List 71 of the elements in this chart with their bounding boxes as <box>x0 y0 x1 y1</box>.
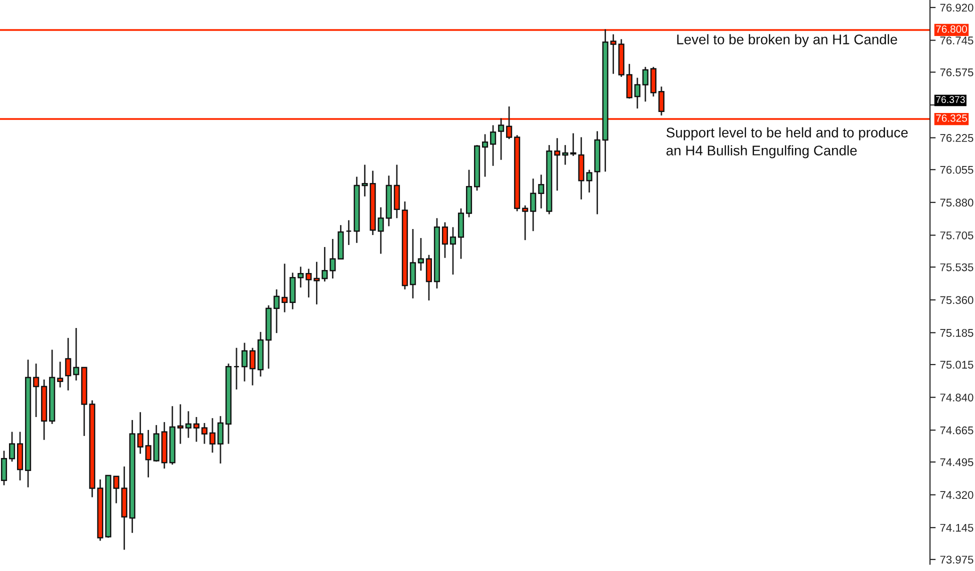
ref-line-label: 76.325 <box>936 114 967 122</box>
candlestick <box>65 337 72 392</box>
candlestick <box>137 411 144 454</box>
candlestick <box>241 342 248 382</box>
candlestick <box>346 220 352 246</box>
candlestick <box>209 417 216 454</box>
candlestick <box>634 77 640 110</box>
candlestick <box>626 63 632 100</box>
y-tick-label: 73.975 <box>940 556 974 564</box>
candlestick <box>73 327 80 382</box>
y-tick-label: 74.495 <box>940 458 974 466</box>
candlestick <box>394 164 400 219</box>
candlestick <box>201 422 208 445</box>
candlestick <box>458 208 464 260</box>
candlestick <box>177 404 184 445</box>
candlestick <box>306 268 312 298</box>
candlestick <box>530 178 536 232</box>
candlestick <box>33 362 40 418</box>
y-tick-label: 74.145 <box>940 524 974 532</box>
y-tick-label: 75.880 <box>940 198 974 207</box>
candlestick <box>217 415 224 464</box>
y-tick-label: 75.705 <box>940 231 974 240</box>
candlestick <box>0 450 8 486</box>
candlestick <box>185 410 192 439</box>
candlestick <box>482 134 488 178</box>
candlestick <box>378 206 384 254</box>
ref-line-label: 76.800 <box>936 25 968 33</box>
candlestick <box>298 266 304 288</box>
y-tick-label: 76.920 <box>940 4 974 12</box>
candlestick <box>498 118 504 161</box>
candlestick <box>250 347 256 386</box>
annotation: Support level to be held and to produce an H4 Bullish Engulfing Candle <box>666 127 908 158</box>
candlestick <box>282 263 288 313</box>
y-tick-label: 76.055 <box>940 166 974 174</box>
y-tick-label: 76.225 <box>940 134 974 142</box>
candlestick <box>426 254 432 302</box>
y-tick-label: 75.535 <box>940 263 974 272</box>
candlestick <box>330 238 336 280</box>
text: 76.373 <box>936 96 965 104</box>
candlestick <box>642 66 648 102</box>
candlestick <box>522 204 528 241</box>
y-tick-label: 75.360 <box>940 296 974 304</box>
y-tick-label: 74.840 <box>940 394 974 402</box>
candlestick <box>410 228 416 300</box>
y-tick-label: 74.665 <box>940 426 974 434</box>
candlestick <box>57 361 64 388</box>
candlestick <box>658 86 664 116</box>
candlestick <box>8 431 16 462</box>
y-tick-label: 75.015 <box>940 360 974 369</box>
y-tick-label: 76.745 <box>940 36 974 44</box>
candlestick <box>233 347 240 390</box>
candlestick <box>193 416 200 442</box>
candlestick <box>650 66 656 98</box>
candlestick <box>442 222 448 259</box>
candlestick <box>610 34 616 75</box>
candlestick <box>145 429 152 478</box>
candlestick <box>322 246 328 282</box>
candlestick <box>490 124 496 167</box>
candlestick <box>538 174 544 210</box>
candlestick <box>314 261 320 306</box>
candlestick <box>418 237 424 272</box>
annotation: Level to be broken by an H1 Candle <box>677 34 898 48</box>
candlestick <box>554 137 560 192</box>
candlestick <box>450 226 456 276</box>
y-tick-label: 75.185 <box>940 328 974 337</box>
candlestick <box>274 288 280 334</box>
y-tick-label: 76.575 <box>940 68 974 76</box>
candlestick <box>562 144 568 166</box>
y-tick-label: 74.320 <box>940 491 974 499</box>
candlestick <box>570 132 576 157</box>
candlestick <box>362 164 368 198</box>
